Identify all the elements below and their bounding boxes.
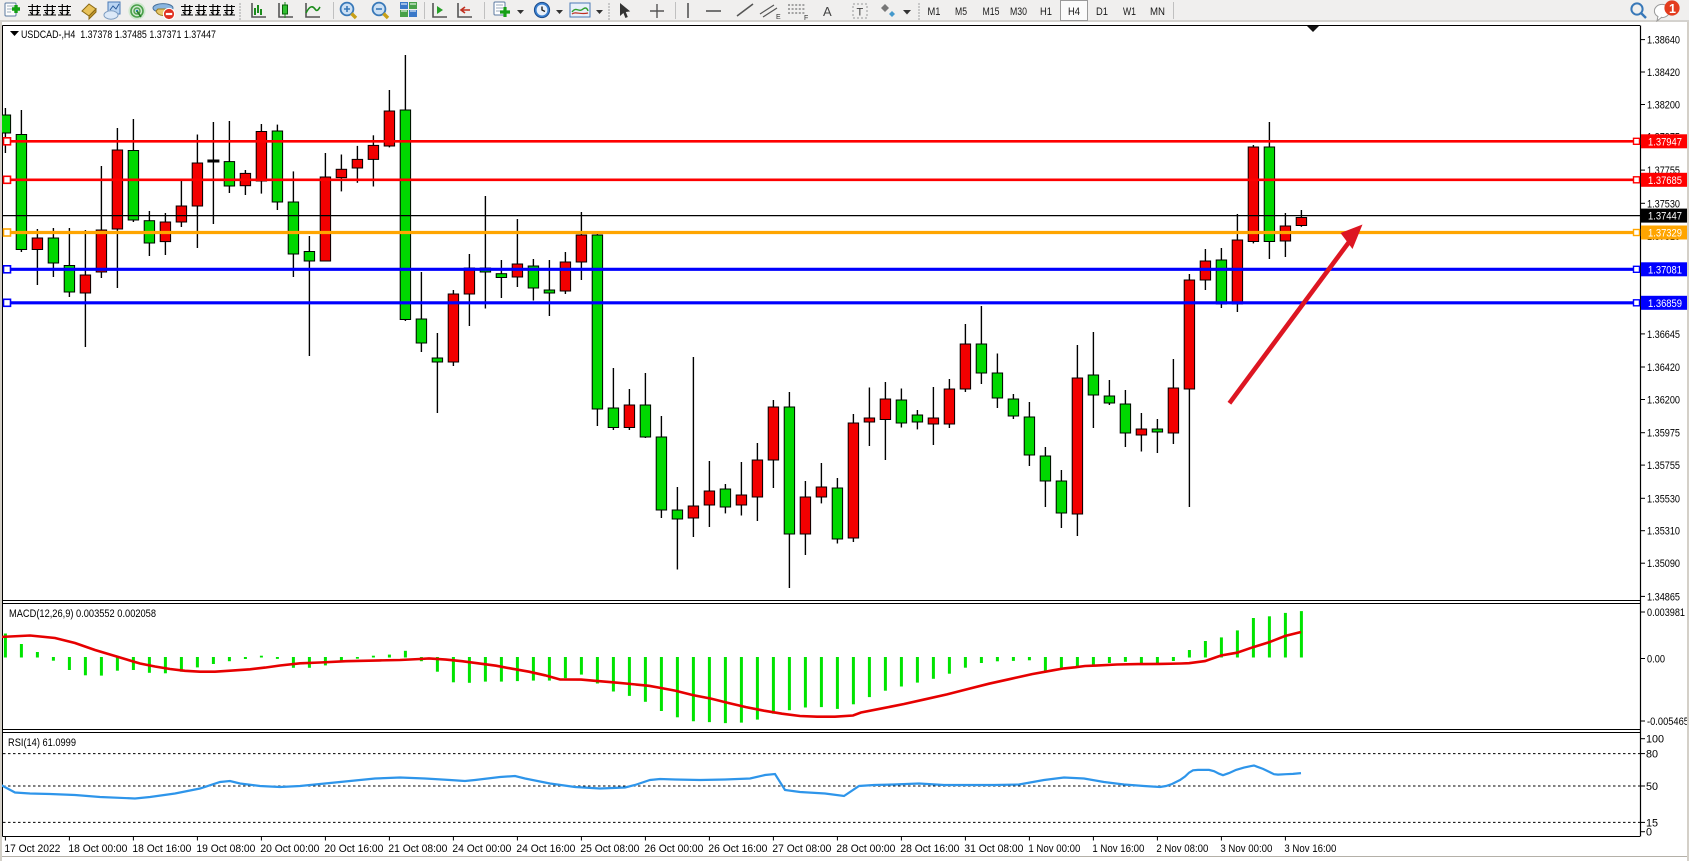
svg-text:1.35755: 1.35755: [1647, 460, 1680, 472]
svg-text:20 Oct 00:00: 20 Oct 00:00: [260, 843, 319, 855]
svg-text:1.37947: 1.37947: [1648, 136, 1682, 148]
svg-text:1.38200: 1.38200: [1647, 100, 1680, 112]
svg-text:H1: H1: [1040, 6, 1052, 18]
svg-text:M5: M5: [955, 6, 967, 18]
svg-text:1.36645: 1.36645: [1647, 329, 1680, 341]
svg-text:21 Oct 08:00: 21 Oct 08:00: [388, 843, 447, 855]
svg-text:1.34865: 1.34865: [1647, 591, 1680, 603]
svg-text:25 Oct 08:00: 25 Oct 08:00: [580, 843, 639, 855]
svg-text:26 Oct 16:00: 26 Oct 16:00: [708, 843, 767, 855]
svg-text:50: 50: [1646, 781, 1658, 793]
svg-text:MACD(12,26,9) 0.003552 0.00205: MACD(12,26,9) 0.003552 0.002058: [9, 608, 156, 620]
svg-text:1.37685: 1.37685: [1648, 175, 1682, 187]
svg-text:2 Nov 08:00: 2 Nov 08:00: [1156, 843, 1208, 855]
svg-text:W1: W1: [1123, 6, 1136, 18]
svg-text:-0.005465: -0.005465: [1647, 716, 1689, 728]
svg-text:MN: MN: [1150, 6, 1165, 18]
svg-text:1 Nov 16:00: 1 Nov 16:00: [1092, 843, 1144, 855]
svg-text:3 Nov 00:00: 3 Nov 00:00: [1220, 843, 1272, 855]
svg-text:F: F: [804, 15, 808, 22]
svg-text:15: 15: [1646, 817, 1658, 829]
svg-text:0.00: 0.00: [1647, 654, 1665, 666]
svg-text:1.36200: 1.36200: [1647, 395, 1680, 407]
svg-text:1.37081: 1.37081: [1648, 264, 1682, 276]
svg-text:M15: M15: [983, 6, 1000, 18]
svg-text:RSI(14) 61.0999: RSI(14) 61.0999: [8, 737, 76, 749]
svg-text:1.38420: 1.38420: [1647, 67, 1680, 79]
svg-text:20 Oct 16:00: 20 Oct 16:00: [324, 843, 383, 855]
svg-text:H4: H4: [1068, 6, 1080, 18]
svg-text:1.35975: 1.35975: [1647, 428, 1680, 440]
svg-text:1.36420: 1.36420: [1647, 362, 1680, 374]
svg-text:M1: M1: [928, 6, 941, 18]
svg-text:E: E: [776, 14, 781, 21]
svg-text:28 Oct 16:00: 28 Oct 16:00: [900, 843, 959, 855]
svg-text:D1: D1: [1096, 6, 1108, 18]
svg-text:1.35530: 1.35530: [1647, 493, 1680, 505]
svg-text:1.35310: 1.35310: [1647, 526, 1680, 538]
svg-text:80: 80: [1646, 749, 1658, 761]
svg-text:1 Nov 00:00: 1 Nov 00:00: [1028, 843, 1080, 855]
svg-text:0.003981: 0.003981: [1647, 607, 1685, 619]
svg-text:19 Oct 08:00: 19 Oct 08:00: [196, 843, 255, 855]
svg-text:17 Oct 2022: 17 Oct 2022: [4, 843, 60, 855]
svg-text:1.37530: 1.37530: [1647, 198, 1680, 210]
svg-text:28 Oct 00:00: 28 Oct 00:00: [836, 843, 895, 855]
svg-text:100: 100: [1646, 734, 1664, 746]
svg-text:T: T: [857, 7, 864, 19]
svg-text:1: 1: [1669, 2, 1676, 16]
svg-text:1.38640: 1.38640: [1647, 35, 1680, 47]
svg-text:0: 0: [1646, 827, 1652, 839]
svg-text:1.37329: 1.37329: [1648, 228, 1682, 240]
svg-text:26 Oct 00:00: 26 Oct 00:00: [644, 843, 703, 855]
svg-text:31 Oct 08:00: 31 Oct 08:00: [964, 843, 1023, 855]
svg-text:A: A: [823, 4, 832, 19]
svg-text:24 Oct 16:00: 24 Oct 16:00: [516, 843, 575, 855]
svg-text:USDCAD-,H4 1.37378 1.37485 1.: USDCAD-,H4 1.37378 1.37485 1.37371 1.374…: [21, 29, 216, 41]
svg-text:27 Oct 08:00: 27 Oct 08:00: [772, 843, 831, 855]
svg-text:1.35090: 1.35090: [1647, 558, 1680, 570]
svg-text:M30: M30: [1010, 6, 1027, 18]
svg-text:3 Nov 16:00: 3 Nov 16:00: [1284, 843, 1336, 855]
svg-text:1.37447: 1.37447: [1648, 211, 1682, 223]
svg-text:1.36859: 1.36859: [1648, 298, 1682, 310]
svg-text:24 Oct 00:00: 24 Oct 00:00: [452, 843, 511, 855]
svg-text:18 Oct 00:00: 18 Oct 00:00: [68, 843, 127, 855]
svg-text:18 Oct 16:00: 18 Oct 16:00: [132, 843, 191, 855]
